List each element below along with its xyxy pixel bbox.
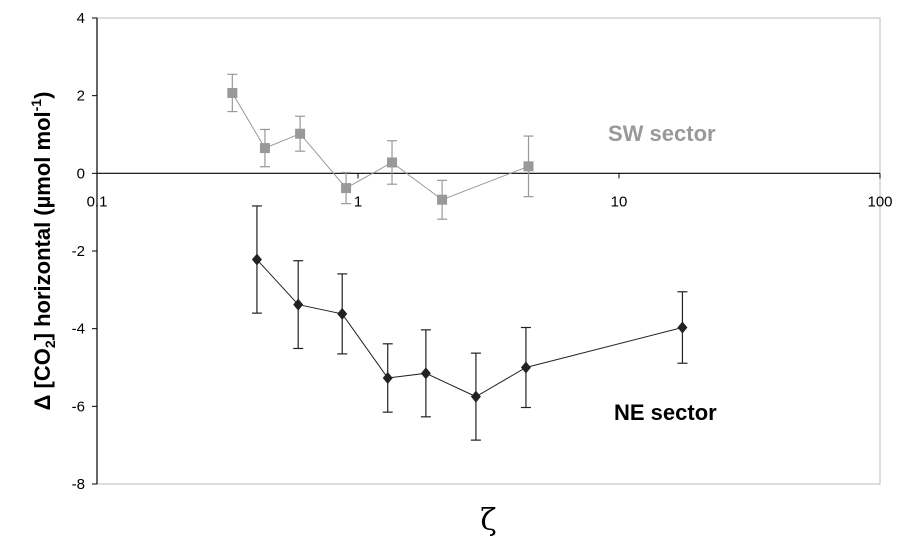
data-point [520, 361, 531, 374]
ylabel-superscript: -1 [28, 99, 44, 112]
x-axis-label: ζ [480, 503, 496, 538]
data-point [470, 390, 481, 403]
data-point [420, 367, 431, 380]
series-line [256, 259, 683, 398]
y-tick-label: 4 [77, 10, 85, 27]
data-point [387, 157, 398, 168]
data-point [341, 183, 352, 194]
plot-area [96, 17, 881, 485]
series-layer [227, 73, 688, 441]
y-tick-label: 0 [77, 165, 85, 182]
x-tick-label: 10 [611, 193, 628, 210]
data-point [293, 298, 304, 311]
x-tick-label: 100 [867, 193, 892, 210]
data-point [523, 161, 534, 172]
y-tick-label: 2 [77, 88, 85, 105]
ylabel-part-1: Δ [CO [30, 348, 55, 410]
data-point [337, 307, 348, 320]
data-point [227, 87, 238, 98]
series-line [231, 92, 529, 201]
series-sw [227, 73, 534, 220]
ylabel-part-3: ) [30, 92, 55, 99]
y-tick-label: -8 [72, 476, 85, 493]
series-ne [251, 205, 688, 441]
ne-sector-label: NE sector [614, 400, 717, 425]
tick-layer: 4 2 0 -2 -4 -6 -8 0.1 1 10 100 [72, 10, 893, 493]
y-axis-label: Δ [CO2] horizontal (µmol mol-1) [28, 92, 58, 411]
ylabel-part-2: ] horizontal (µmol mol [30, 111, 55, 340]
sw-sector-label: SW sector [608, 121, 716, 146]
data-point [251, 253, 262, 266]
x-tick-label: 1 [354, 193, 362, 210]
data-point [437, 194, 448, 205]
data-point [295, 128, 306, 139]
y-tick-label: -2 [72, 243, 85, 260]
data-point [382, 371, 393, 384]
ylabel-subscript: 2 [42, 340, 58, 348]
data-point [259, 143, 270, 154]
x-tick-label: 0.1 [87, 193, 108, 210]
data-point [677, 321, 688, 334]
y-tick-label: -6 [72, 398, 85, 415]
y-tick-label: -4 [72, 321, 85, 338]
